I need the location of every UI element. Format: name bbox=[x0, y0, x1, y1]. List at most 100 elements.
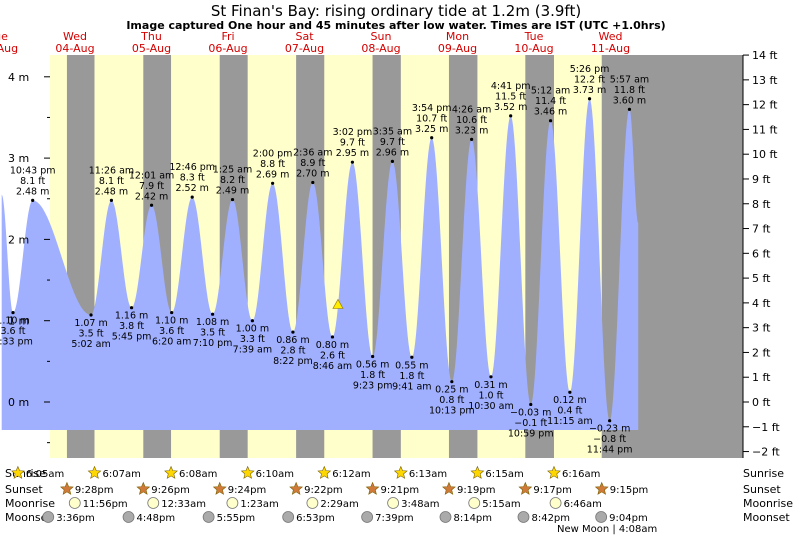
right-tick-label: 8 ft bbox=[752, 198, 771, 211]
sunrise-time-label: 6:13am bbox=[409, 469, 447, 480]
tide-point bbox=[129, 306, 134, 310]
day-date-label: 11-Aug bbox=[591, 42, 630, 55]
low-tide-label: 8:22 pm bbox=[273, 356, 313, 367]
low-tide-label: −0.1 ft bbox=[514, 418, 547, 429]
tide-point bbox=[548, 119, 553, 123]
high-tide-label: 2.52 m bbox=[175, 183, 208, 194]
low-tide-label: 0.56 m bbox=[356, 359, 389, 370]
low-tide-label: 2.6 ft bbox=[320, 350, 345, 361]
right-tick-label: 7 ft bbox=[752, 223, 771, 236]
low-tide-label: 0.80 m bbox=[316, 340, 349, 351]
tide-point bbox=[509, 114, 513, 118]
sunset-star-icon bbox=[60, 481, 74, 495]
moonset-time-label: 8:14pm bbox=[453, 513, 492, 524]
right-tick-label: −2 ft bbox=[752, 446, 780, 459]
right-tick-label: 3 ft bbox=[752, 322, 771, 335]
day-name-label: Sat bbox=[295, 30, 314, 43]
sunset-star-icon bbox=[594, 481, 609, 495]
low-tide-label: 1.16 m bbox=[115, 311, 148, 322]
high-tide-label: 2.95 m bbox=[336, 148, 369, 159]
day-name-label: Sun bbox=[371, 30, 392, 43]
moonrise-moon-icon bbox=[549, 497, 562, 509]
day-date-label: 10-Aug bbox=[514, 42, 553, 55]
low-tide-label: 3.5 ft bbox=[79, 329, 104, 340]
sunset-time-label: 9:15pm bbox=[610, 485, 649, 496]
low-tide-label: 5:02 am bbox=[71, 339, 110, 350]
high-tide-label: 9.7 ft bbox=[380, 137, 405, 148]
high-tide-label: 5:26 pm bbox=[570, 64, 610, 75]
left-tick-label: 0 m bbox=[8, 396, 29, 409]
tide-point bbox=[489, 375, 493, 379]
moonset-moon-icon bbox=[595, 511, 608, 523]
tide-point bbox=[190, 195, 194, 199]
sunrise-star-icon bbox=[317, 465, 332, 479]
high-tide-label: 2.96 m bbox=[376, 147, 409, 158]
high-tide-label: 10:43 pm bbox=[10, 165, 56, 176]
moonrise-time-label: 11:56pm bbox=[83, 499, 128, 510]
high-tide-label: 2.48 m bbox=[95, 186, 128, 197]
moonrise-moon-icon bbox=[306, 497, 319, 509]
moonrise-time-label: 5:15am bbox=[482, 499, 520, 510]
high-tide-label: 9.7 ft bbox=[340, 138, 365, 149]
sunset-time-label: 9:22pm bbox=[304, 485, 343, 496]
low-tide-label: 7:10 pm bbox=[193, 338, 233, 349]
high-tide-label: 8.2 ft bbox=[220, 175, 245, 186]
low-tide-label: 0.4 ft bbox=[557, 406, 582, 417]
tide-point bbox=[608, 419, 612, 423]
moonset-time-label: 4:48pm bbox=[137, 513, 176, 524]
high-tide-label: 3.73 m bbox=[573, 85, 606, 96]
low-tide-label: 0.31 m bbox=[474, 380, 507, 391]
sunset-time-label: 9:17pm bbox=[533, 485, 572, 496]
day-date-label: 05-Aug bbox=[132, 42, 171, 55]
high-tide-label: 2.69 m bbox=[256, 169, 289, 180]
tide-point bbox=[450, 380, 454, 384]
low-tide-label: −0.8 ft bbox=[593, 434, 626, 445]
low-tide-label: 9:23 pm bbox=[353, 380, 393, 391]
high-tide-label: 4:26 am bbox=[452, 104, 491, 115]
moonset-time-label: 7:39pm bbox=[375, 513, 414, 524]
moonset-moon-icon bbox=[439, 511, 452, 523]
sunrise-time-label: 6:08am bbox=[179, 469, 217, 480]
low-tide-label: 5:45 pm bbox=[112, 332, 152, 343]
tide-point bbox=[311, 180, 315, 185]
water-area bbox=[1, 98, 639, 430]
right-tick-label: 10 ft bbox=[752, 148, 778, 161]
day-date-label: 08-Aug bbox=[361, 42, 400, 55]
moonset-time-label: 8:42pm bbox=[531, 513, 570, 524]
high-tide-label: 8.3 ft bbox=[180, 173, 205, 184]
sunset-row-label-left: Sunset bbox=[5, 483, 43, 496]
sunrise-star-icon bbox=[10, 465, 25, 479]
tide-point bbox=[89, 313, 93, 317]
low-tide-label: 1.0 ft bbox=[478, 390, 503, 401]
moonset-time-label: 5:55pm bbox=[217, 513, 256, 524]
moonrise-moon-icon bbox=[387, 497, 400, 509]
low-tide-label: 6:20 am bbox=[152, 337, 191, 348]
tide-point bbox=[410, 355, 414, 359]
high-tide-label: 3:02 pm bbox=[333, 127, 373, 138]
high-tide-label: 7.9 ft bbox=[139, 181, 164, 192]
tide-point bbox=[109, 198, 114, 202]
sunrise-star-icon bbox=[547, 465, 561, 479]
current-level-marker bbox=[332, 298, 344, 309]
low-tide-label: 3.6 ft bbox=[159, 326, 184, 337]
low-tide-label: 0.86 m bbox=[276, 335, 309, 346]
low-tide-label: 7:39 am bbox=[233, 345, 272, 356]
high-tide-label: 12.2 ft bbox=[574, 74, 605, 85]
high-tide-label: 2:00 pm bbox=[253, 148, 293, 159]
sunset-time-label: 9:24pm bbox=[228, 485, 267, 496]
moonset-moon-icon bbox=[122, 511, 135, 523]
moonset-moon-icon bbox=[42, 511, 55, 523]
high-tide-label: 8.1 ft bbox=[99, 176, 124, 187]
tide-point bbox=[149, 203, 154, 207]
sunset-time-label: 9:19pm bbox=[457, 485, 496, 496]
high-tide-label: 1:25 am bbox=[213, 165, 252, 176]
moonrise-moon-icon bbox=[468, 497, 481, 509]
high-tide-label: 8.9 ft bbox=[300, 158, 325, 169]
sunrise-row-label-right: Sunrise bbox=[743, 467, 784, 480]
high-tide-label: 3:35 am bbox=[373, 126, 412, 137]
low-tide-label: 4:33 pm bbox=[0, 337, 33, 348]
right-tick-label: 11 ft bbox=[752, 123, 778, 136]
moonrise-row-label-left: Moonrise bbox=[5, 497, 55, 510]
sunrise-star-icon bbox=[164, 465, 178, 479]
